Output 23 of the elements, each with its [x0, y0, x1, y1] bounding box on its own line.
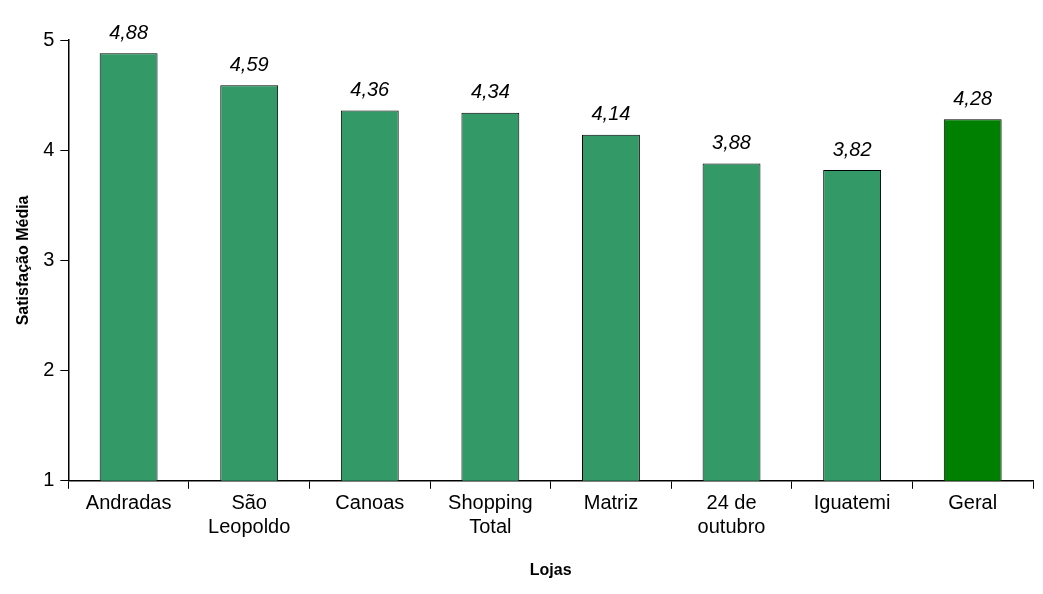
data-label: 4,34 [470, 80, 510, 103]
data-label: 4,36 [350, 78, 391, 101]
x-axis-title: Lojas [529, 560, 572, 578]
y-tick-label: 4 [43, 137, 55, 160]
x-tick-label: São Leopoldo [208, 491, 291, 538]
x-tick-label: Matriz [583, 491, 639, 514]
data-label: 4,88 [109, 20, 149, 43]
y-tick-label: 3 [43, 247, 55, 270]
y-tick-label: 1 [43, 468, 55, 491]
y-tick-label: 5 [43, 27, 55, 50]
x-tick-label: Canoas [335, 491, 405, 514]
x-tick-label: Shopping Total [448, 491, 533, 538]
x-tick-label: Geral [948, 491, 998, 514]
data-label: 3,88 [712, 130, 752, 153]
data-label: 4,14 [591, 102, 631, 125]
data-label: 4,28 [953, 86, 993, 109]
data-label: 4,59 [229, 52, 269, 75]
y-axis-title: Satisfação Média [14, 195, 32, 326]
x-tick-label: Andradas [85, 491, 172, 514]
data-label: 3,82 [832, 137, 872, 160]
x-tick-label: 24 de outubro [697, 491, 766, 538]
x-tick-label: Iguatemi [813, 491, 891, 514]
y-tick-label: 2 [43, 358, 55, 381]
